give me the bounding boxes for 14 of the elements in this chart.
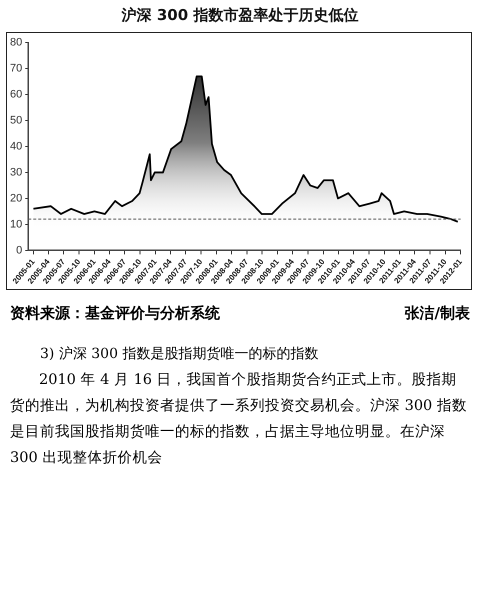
y-tick-label: 30 xyxy=(10,166,22,178)
y-tick-label: 60 xyxy=(10,88,22,101)
y-tick-label: 0 xyxy=(16,244,22,256)
text: 资料来源：基金评价与分析系统 xyxy=(10,304,220,323)
y-tick-label: 80 xyxy=(10,36,22,49)
chart-title: 沪深 300 指数市盈率处于历史低位 xyxy=(120,6,360,26)
text: 3) 沪深 300 指数是股指期货唯一的标的指数 xyxy=(40,345,320,363)
text: 张洁/制表 xyxy=(404,304,470,323)
y-tick-label: 10 xyxy=(10,218,22,230)
y-tick-label: 50 xyxy=(10,114,22,127)
y-tick-label: 70 xyxy=(10,62,22,75)
y-tick-label: 20 xyxy=(10,192,22,204)
text: 2010 年 4 月 16 日，我国首个股指期货合约正式上市。股指期货的推出，为机构投资者提供了一系列投资交易机会。沪深 300 指数是目前我国股指期货唯一的标的指数，占据主导地位明显。在沪深 300 出现整体折价机会 xyxy=(10,370,468,468)
y-tick-label: 40 xyxy=(10,140,22,152)
